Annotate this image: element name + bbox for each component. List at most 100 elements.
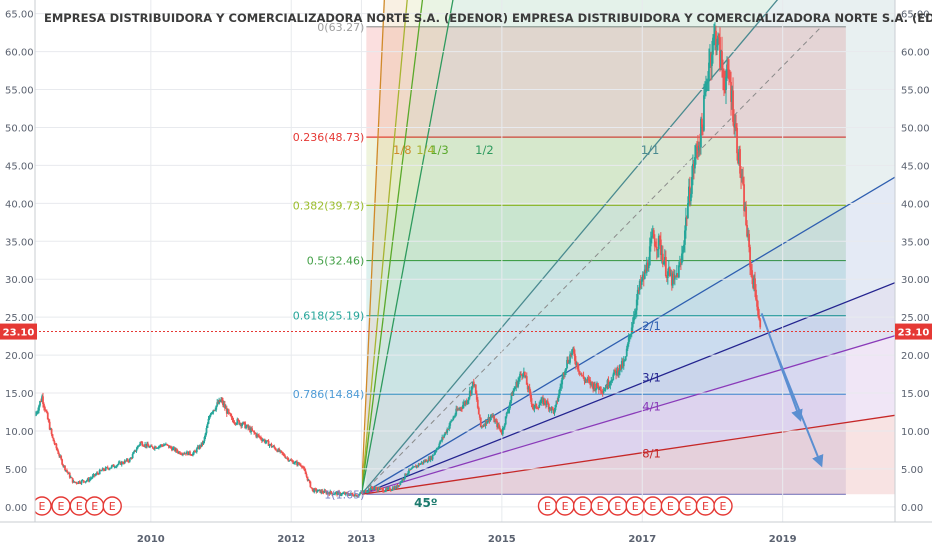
candle-body: [554, 405, 557, 411]
candle-body: [278, 448, 281, 452]
candle-body: [206, 423, 209, 428]
candle-body: [453, 416, 456, 418]
candle-body: [178, 451, 180, 453]
candle-body: [741, 177, 743, 179]
candle-body: [286, 457, 289, 459]
fan-line: [361, 281, 895, 495]
last-price-badge-left-text: 23.10: [3, 328, 35, 339]
candle-body: [547, 403, 550, 410]
candle-body: [338, 491, 340, 493]
candle-body: [452, 417, 455, 421]
candle-body: [337, 491, 339, 495]
candle-body: [367, 491, 369, 493]
candle-body: [348, 494, 350, 496]
candle-body: [207, 418, 210, 424]
candle-body: [703, 95, 705, 131]
candle-body: [606, 380, 609, 388]
y-tick-label-left: 35.00: [5, 237, 34, 248]
candle-body: [442, 437, 445, 439]
candle-body: [212, 409, 215, 413]
candle-body: [529, 391, 532, 399]
candle-body: [257, 434, 259, 436]
candle-body: [270, 443, 273, 447]
candle-body: [382, 488, 384, 492]
candle-body: [152, 448, 155, 450]
candle-body: [301, 466, 304, 468]
fan-line-label: 4/1: [642, 399, 661, 413]
candle-body: [302, 467, 305, 469]
candle-body: [752, 277, 754, 288]
candle-body: [593, 383, 595, 390]
candle-body: [117, 462, 120, 465]
candle-body: [512, 390, 515, 396]
candle-body: [227, 409, 230, 413]
candle-body: [660, 253, 663, 255]
candle-body: [176, 448, 178, 452]
candle-body: [102, 468, 105, 471]
candle-body: [688, 186, 690, 204]
candle-body: [154, 446, 157, 449]
price-series: [35, 22, 762, 498]
candle-body: [500, 432, 503, 435]
candle-body: [56, 448, 59, 451]
candle-body: [184, 453, 186, 455]
y-tick-label-right: 60.00: [901, 48, 930, 59]
candle-body: [447, 428, 450, 430]
candle-body: [241, 424, 244, 426]
candle-body: [504, 416, 507, 425]
candle-body: [491, 415, 494, 418]
candle-body: [649, 238, 652, 247]
candle-body: [112, 464, 115, 467]
candle-body: [73, 481, 76, 483]
fan-line-label: 3/1: [642, 371, 661, 385]
candle-body: [508, 404, 511, 410]
candle-body: [299, 464, 302, 467]
candle-body: [169, 446, 172, 448]
candle-body: [366, 491, 368, 493]
earnings-event-letter: E: [76, 500, 83, 513]
candle-body: [454, 414, 457, 417]
candle-body: [297, 462, 299, 465]
candle-body: [721, 51, 723, 69]
candle-body: [159, 444, 162, 446]
candle-body: [716, 45, 718, 48]
candle-body: [538, 404, 541, 408]
candle-body: [619, 364, 622, 369]
candle-body: [738, 149, 740, 164]
candle-body: [163, 444, 166, 446]
candle-body: [503, 424, 506, 428]
candle-body: [534, 403, 537, 406]
candle-body: [224, 407, 227, 409]
candle-body: [713, 34, 715, 38]
candle-body: [86, 478, 89, 481]
candle-body: [368, 488, 370, 492]
candle-body: [486, 421, 489, 424]
candle-body: [694, 157, 696, 169]
candle-body: [85, 480, 88, 482]
candle-body: [323, 490, 326, 493]
candle-body: [48, 421, 51, 430]
candle-body: [371, 486, 373, 488]
candle-body: [141, 442, 144, 446]
y-tick-label-right: 40.00: [901, 199, 930, 210]
candle-body: [394, 486, 397, 489]
candle-body: [369, 488, 371, 491]
candle-body: [470, 386, 473, 394]
candle-body: [333, 493, 336, 495]
candle-body: [671, 273, 674, 286]
earnings-event-letter: E: [91, 500, 98, 513]
candle-body: [326, 492, 329, 494]
candle-body: [555, 400, 558, 406]
candle-body: [653, 238, 656, 247]
candle-body: [196, 446, 199, 449]
candle-body: [64, 465, 66, 471]
candle-body: [208, 416, 211, 419]
candle-body: [342, 493, 344, 495]
candle-body: [109, 467, 112, 469]
candle-body: [130, 457, 133, 459]
candle-body: [583, 378, 586, 382]
candle-body: [52, 437, 55, 442]
candle-body: [381, 488, 383, 490]
candle-body: [734, 123, 736, 128]
y-tick-label-left: 55.00: [5, 86, 34, 97]
